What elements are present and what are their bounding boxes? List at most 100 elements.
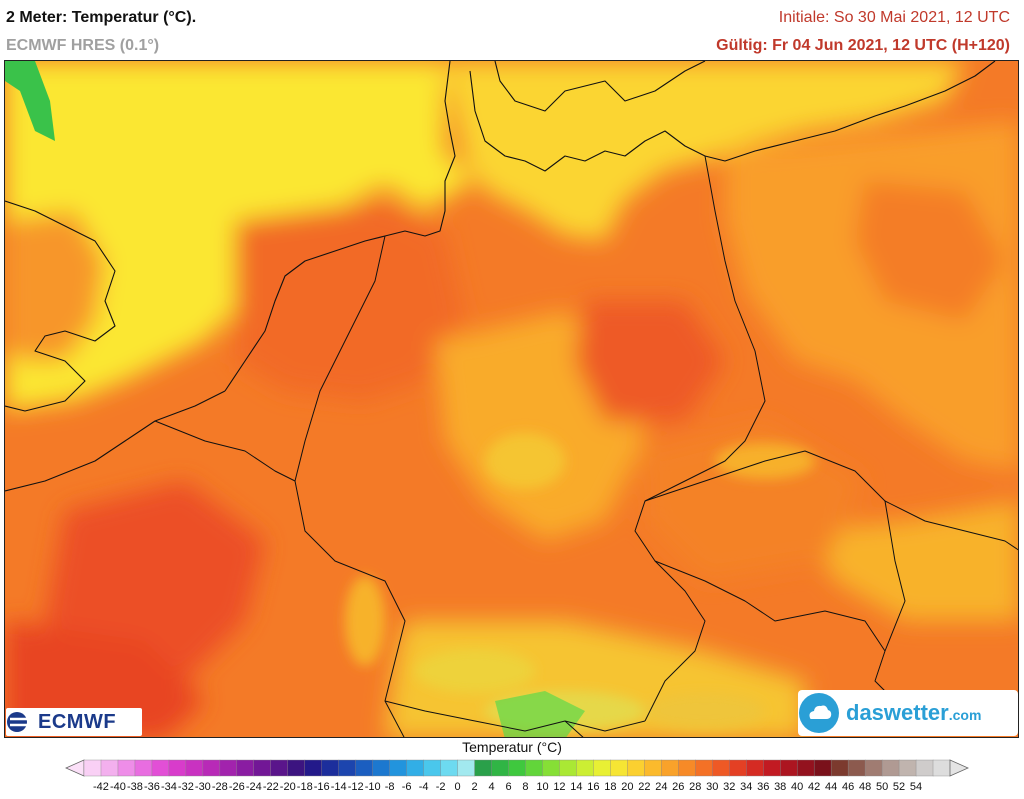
map-title: 2 Meter: Temperatur (°C). [6, 9, 197, 26]
model-name: ECMWF HRES (0.1°) [6, 37, 160, 54]
legend-color-box [100, 759, 119, 777]
legend-color-box [491, 759, 510, 777]
legend-color-box [185, 759, 204, 777]
legend-arrow-low [65, 759, 85, 777]
cloud-icon [799, 693, 839, 733]
legend-tick-label: 18 [604, 781, 616, 793]
daswetter-logo[interactable]: daswetter.com [798, 690, 1018, 736]
legend-tick-label: 44 [825, 781, 837, 793]
coastline-germany-baltic [469, 61, 996, 172]
field-poland-warm [855, 181, 1005, 321]
field-alps-green [495, 691, 585, 737]
legend-tick-label: 48 [859, 781, 871, 793]
legend-tick-label: -2 [436, 781, 446, 793]
legend-color-box [610, 759, 628, 777]
legend-color-box [423, 759, 442, 777]
daswetter-logo-text: daswetter.com [846, 700, 982, 725]
legend-tick-label: -36 [144, 781, 160, 793]
legend-color-box [117, 759, 136, 777]
legend-color-box [406, 759, 425, 777]
ecmwf-logo: ECMWF [6, 708, 142, 736]
legend-color-box [593, 759, 611, 777]
legend-tick-label: 24 [655, 781, 667, 793]
temperature-map[interactable] [4, 60, 1019, 738]
coastline-england [5, 200, 116, 412]
border-germany-west [294, 235, 646, 732]
legend-tick-label: -34 [161, 781, 177, 793]
legend-color-box [372, 759, 391, 777]
legend-color-box [932, 759, 951, 777]
legend-tick-label: 46 [842, 781, 854, 793]
border-czech [644, 450, 1018, 551]
legend-color-box [559, 759, 577, 777]
legend-color-box [321, 759, 340, 777]
legend-tick-label: 20 [621, 781, 633, 793]
legend-color-box [525, 759, 543, 777]
legend-color-box [898, 759, 917, 777]
legend-color-box [746, 759, 764, 777]
field-central-hot [575, 301, 725, 421]
legend-color-box [780, 759, 798, 777]
legend-tick-label: -32 [178, 781, 194, 793]
border-germany-east [634, 155, 766, 722]
legend-color-box [661, 759, 679, 777]
ecmwf-logo-icon [7, 712, 30, 732]
legend-color-box [627, 759, 645, 777]
legend-tick-label: 34 [740, 781, 752, 793]
legend-color-box [813, 759, 832, 777]
legend-tick-label: 50 [876, 781, 888, 793]
legend-tick-label: -24 [246, 781, 262, 793]
legend-color-box [712, 759, 730, 777]
legend-tick-label: 42 [808, 781, 820, 793]
legend-tick-label: -40 [110, 781, 126, 793]
field-high-terrain-1 [485, 433, 565, 489]
ecmwf-logo-text: ECMWF [38, 710, 117, 733]
legend-color-box [678, 759, 696, 777]
border-austria [564, 720, 584, 737]
legend-color-box [253, 759, 272, 777]
legend-tick-label: -16 [314, 781, 330, 793]
legend-color-box [576, 759, 594, 777]
field-high-terrain-2 [415, 649, 535, 693]
legend-tick-label: -30 [195, 781, 211, 793]
legend-tick-label: 0 [455, 781, 461, 793]
legend-tick-label: -26 [229, 781, 245, 793]
legend-tick-label: 12 [553, 781, 565, 793]
legend-tick-label: -22 [263, 781, 279, 793]
legend-tick-label: -28 [212, 781, 228, 793]
legend-color-box [695, 759, 713, 777]
coastline-france-north [5, 390, 226, 492]
field-baltic-cool [445, 61, 965, 241]
legend-tick-label: -38 [127, 781, 143, 793]
legend-tick-label: 8 [522, 781, 528, 793]
legend-tick-label: -20 [280, 781, 296, 793]
temperature-legend: -42 -40 -38 -36 -34 -32 -30 -28 -26 -24 -22 -20 -18-… [65, 759, 969, 793]
legend-color-box [202, 759, 221, 777]
field-vosges [345, 576, 385, 666]
coastline-denmark [494, 61, 706, 112]
legend-color-box [508, 759, 526, 777]
legend-color-box [338, 759, 357, 777]
field-scotland-green [5, 61, 55, 141]
legend-color-box [287, 759, 306, 777]
legend-tick-label: 2 [471, 781, 477, 793]
legend-tick-label: -14 [331, 781, 347, 793]
legend-tick-label: 14 [570, 781, 582, 793]
legend-color-box [236, 759, 255, 777]
legend-tick-label: 16 [587, 781, 599, 793]
legend-tick-label: 40 [791, 781, 803, 793]
legend-tick-label: 36 [757, 781, 769, 793]
valid-time: Gültig: Fr 04 Jun 2021, 12 UTC (H+120) [716, 37, 1010, 54]
legend-tick-label: 38 [774, 781, 786, 793]
legend-arrow-high [949, 759, 969, 777]
field-england-warm [5, 211, 105, 361]
border-poland-slovakia [884, 500, 906, 652]
legend-color-box [457, 759, 476, 777]
legend-color-box [729, 759, 747, 777]
legend-tick-label: -4 [419, 781, 429, 793]
legend-color-box [168, 759, 187, 777]
legend-tick-label: 4 [488, 781, 494, 793]
legend-tick-label: -6 [402, 781, 412, 793]
legend-tick-label: 6 [505, 781, 511, 793]
initial-time: Initiale: So 30 Mai 2021, 12 UTC [778, 9, 1010, 26]
